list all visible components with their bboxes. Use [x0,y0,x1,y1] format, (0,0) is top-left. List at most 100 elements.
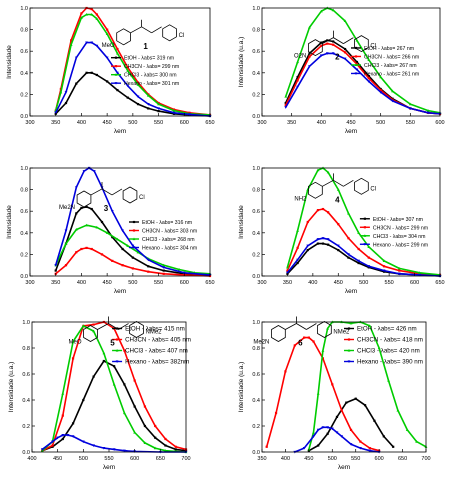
data-point [331,383,334,386]
data-point [56,436,60,440]
molecule-bond [333,179,344,187]
data-point [355,63,359,66]
y-axis-label: Intensidade [6,205,13,239]
x-tick-label: 600 [180,280,189,286]
data-point [85,71,88,74]
data-point [116,51,119,55]
x-tick-label: 300 [257,120,266,126]
data-point [367,80,371,83]
data-point [286,271,289,275]
x-tick-label: 650 [205,280,214,286]
data-point [349,321,353,325]
data-point [121,264,124,267]
data-point [154,424,157,428]
data-point [332,40,335,43]
data-point [92,375,95,378]
data-point [347,237,350,240]
legend-marker [363,226,366,229]
data-point [90,71,93,74]
data-point [397,266,401,270]
legend-marker [347,360,351,363]
data-point [157,107,160,110]
data-point [368,449,372,453]
legend: EtOH - λabs= 319 nm CH3CN - λabs= 299 nm C… [111,56,179,87]
y-axis-label: Intensidade (u.a.) [8,362,15,413]
data-point [70,39,73,42]
data-point [286,269,289,272]
series-line [265,336,380,452]
data-point [126,66,129,69]
data-point [95,225,99,229]
data-point [367,265,371,268]
data-point [102,359,105,363]
molecule-structure-5: MeO NMe2 5 [69,316,163,348]
data-point [82,170,86,173]
data-point [146,93,150,97]
data-point [355,38,359,42]
data-point [321,242,325,245]
data-point [316,168,320,172]
data-point [312,340,315,343]
legend: EtOH - λabs= 415 nm CH3CN - λabs= 405 nm C… [112,326,191,366]
data-point [172,109,176,112]
legend-marker [132,237,136,241]
legend-marker [114,73,118,76]
y-tick-label: 0.0 [20,114,28,120]
legend-marker [132,246,136,249]
data-point [296,60,299,64]
data-point [307,336,310,339]
x-tick-label: 450 [103,280,112,286]
data-point [418,273,422,277]
data-point [296,261,299,265]
data-point [131,256,134,259]
molecule-ring-left [116,28,131,46]
x-axis-label: λem [103,464,115,471]
data-point [321,237,325,240]
data-point [126,84,130,88]
data-point [308,65,311,68]
x-tick-label: 700 [181,456,190,462]
data-point [81,324,85,327]
legend-marker [354,55,358,58]
x-tick-label: 600 [435,120,444,126]
chart-panel-6: 350 400 450 500 550 600 650 700 0.0 0.2 0.4 0.6 0.8 1… [238,320,431,471]
data-point [64,242,68,245]
y-tick-label: 0.6 [20,209,28,215]
x-tick-label: 450 [304,456,313,462]
y-tick-label: 1.0 [252,320,260,326]
molecule-substituent-right: NMe2 [146,330,163,336]
data-point [85,246,88,250]
data-point [162,266,166,269]
data-point [319,9,323,13]
legend-entry: CHCl3 - λabs= 300 nm [124,73,177,79]
data-point [40,448,44,451]
molecule-ring-right [317,321,332,338]
data-point [80,206,83,210]
data-point [111,259,114,262]
data-point [368,324,372,327]
data-point [51,444,54,447]
y-tick-label: 0.4 [252,231,260,237]
data-point [379,91,383,94]
data-point [64,91,68,94]
molecule-bond [322,179,334,187]
data-point [133,431,137,434]
x-tick-label: 400 [77,280,86,286]
data-point [326,432,329,435]
y-tick-label: 0.6 [252,49,260,55]
x-axis-label: λem [345,128,357,135]
data-point [136,250,140,254]
molecule-bond [285,323,297,330]
data-point [284,370,287,373]
data-point [59,90,63,94]
legend-entry: CH3CN - λabs= 405 nm [125,337,191,344]
x-tick-label: 600 [180,120,189,126]
data-point [121,229,124,233]
data-point [75,82,78,85]
data-point [71,357,75,360]
y-tick-label: 0.0 [20,274,28,280]
data-point [274,411,278,415]
data-point [90,207,93,211]
data-point [90,41,94,45]
data-point [326,170,330,174]
